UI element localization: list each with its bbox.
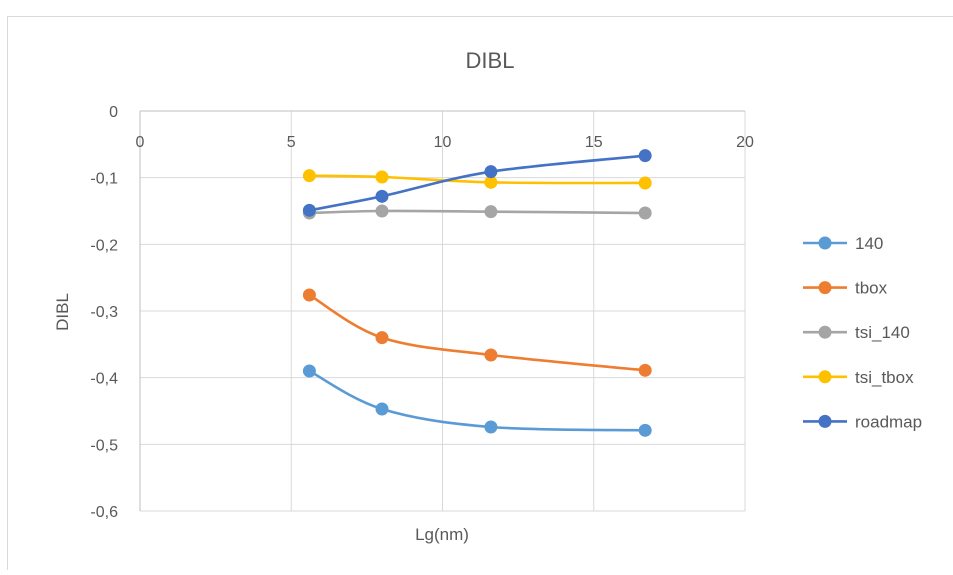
y-tick-label: -0,2 xyxy=(90,237,118,254)
y-axis-label: DIBL xyxy=(53,293,72,331)
data-point xyxy=(638,363,652,377)
series-line xyxy=(309,154,646,212)
data-point xyxy=(638,206,652,220)
legend-marker xyxy=(818,414,832,428)
x-tick-label: 20 xyxy=(736,134,754,151)
tick-labels: 0 -0,1 -0,2 -0,3 -0,4 -0,5 -0,6 0 5 10 15 20 xyxy=(90,104,754,521)
legend-marker xyxy=(818,370,832,384)
legend-marker xyxy=(818,325,832,339)
legend-item: tsi_tbox xyxy=(803,368,914,387)
series-tsi-tbox xyxy=(302,169,652,190)
legend-item: roadmap xyxy=(803,412,922,431)
data-point xyxy=(638,176,652,190)
y-tick-label: -0,4 xyxy=(90,371,118,388)
y-tick-label: -0,3 xyxy=(90,304,118,321)
x-axis-label: Lg(nm) xyxy=(415,525,469,544)
x-tick-label: 0 xyxy=(136,134,145,151)
x-tick-label: 15 xyxy=(585,134,603,151)
gridlines xyxy=(140,111,746,512)
series-roadmap xyxy=(302,149,652,217)
y-tick-label: -0,1 xyxy=(90,171,118,188)
data-point xyxy=(302,364,316,378)
data-point xyxy=(484,165,498,179)
data-point xyxy=(302,288,316,302)
series-line xyxy=(308,369,646,432)
data-point xyxy=(302,169,316,183)
legend-label: roadmap xyxy=(855,412,922,431)
y-tick-label: -0,5 xyxy=(90,437,118,454)
x-tick-label: 10 xyxy=(434,134,452,151)
data-point xyxy=(484,205,498,219)
series-line xyxy=(309,174,646,185)
legend-item: tsi_140 xyxy=(803,323,910,342)
data-point xyxy=(484,348,498,362)
legend-marker xyxy=(818,281,832,295)
series-140 xyxy=(302,364,652,437)
data-point xyxy=(484,420,498,434)
series-tsi-140 xyxy=(302,204,652,220)
data-point xyxy=(638,149,652,163)
data-point xyxy=(484,175,498,189)
legend-item: 140 xyxy=(803,234,883,253)
legend-label: 140 xyxy=(855,234,883,253)
y-tick-label: -0,6 xyxy=(90,504,118,521)
data-point xyxy=(375,204,389,218)
legend-label: tsi_tbox xyxy=(855,368,914,387)
data-point xyxy=(375,170,389,184)
data-point xyxy=(375,402,389,416)
data-point xyxy=(375,189,389,203)
legend-label: tsi_140 xyxy=(855,323,910,342)
legend-label: tbox xyxy=(855,279,888,298)
legend-marker xyxy=(818,236,832,250)
x-tick-label: 5 xyxy=(287,134,296,151)
series-line xyxy=(308,293,646,372)
legend-item: tbox xyxy=(803,279,888,298)
chart-title: DIBL xyxy=(466,48,515,73)
data-point xyxy=(375,331,389,345)
series-tbox xyxy=(302,288,652,377)
series-line xyxy=(309,209,646,215)
data-point xyxy=(302,203,316,217)
axes xyxy=(139,110,745,511)
series-lines xyxy=(302,149,652,437)
y-tick-label: 0 xyxy=(109,104,118,121)
data-point xyxy=(638,423,652,437)
